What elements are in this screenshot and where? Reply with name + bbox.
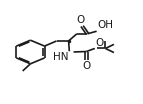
Text: HN: HN	[53, 52, 69, 62]
Text: OH: OH	[97, 20, 113, 30]
Text: O: O	[76, 15, 85, 25]
Text: O: O	[82, 61, 90, 71]
Text: O: O	[95, 38, 104, 48]
